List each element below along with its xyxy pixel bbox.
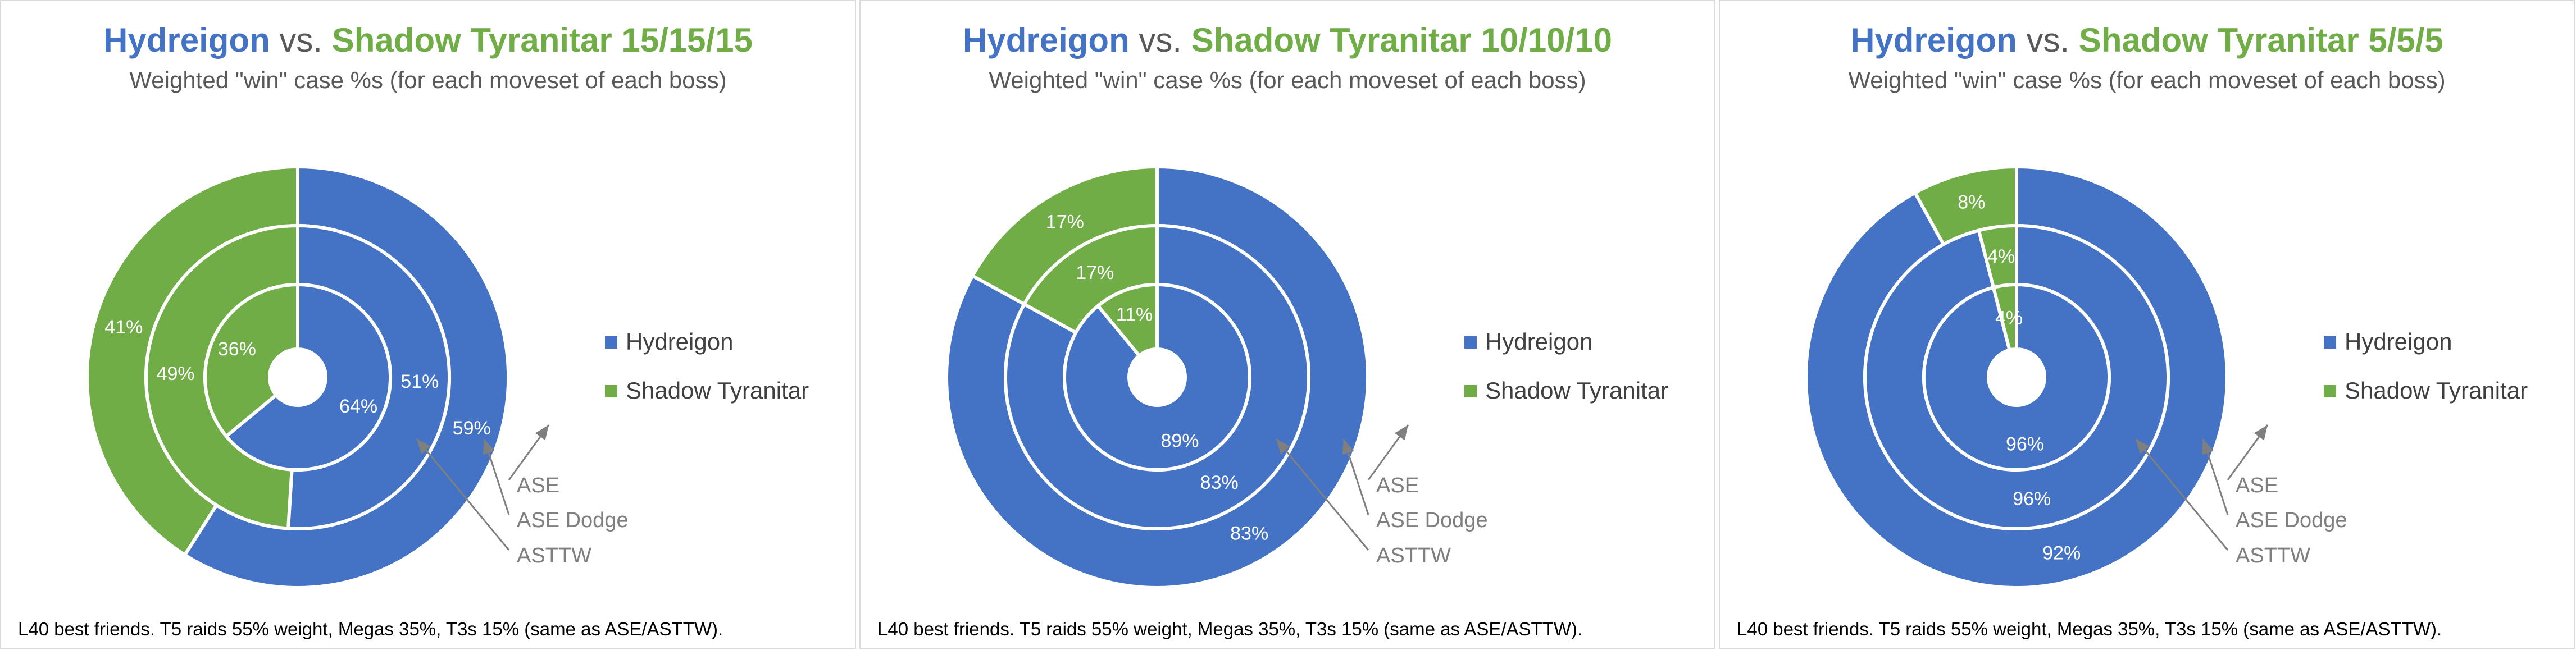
slice-data-label: 59% [453, 418, 491, 439]
annotation-arrow-line [2134, 438, 2229, 551]
chart-panel: Hydreigon vs. Shadow Tyranitar 15/15/15 W… [0, 0, 856, 649]
legend-label-shadow-tyranitar: Shadow Tyranitar [626, 377, 809, 404]
slice-data-label: 83% [1200, 472, 1239, 493]
annotation-arrowhead [1276, 439, 1291, 455]
annotation-arrowhead [2254, 425, 2268, 441]
title-vs: vs. [2017, 21, 2079, 59]
title-vs: vs. [270, 21, 332, 59]
annotation-arrowhead [417, 439, 431, 455]
slice-data-label: 41% [104, 317, 143, 338]
title-tyranitar: Shadow Tyranitar 5/5/5 [2079, 21, 2443, 59]
chart-footnote: L40 best friends. T5 raids 55% weight, M… [1737, 619, 2442, 639]
annotation-arrowhead [1394, 425, 1408, 441]
title-vs: vs. [1130, 21, 1191, 59]
annotation-arrowhead [1342, 439, 1354, 455]
legend-swatch-hydreigon [2324, 336, 2336, 349]
chart-subtitle: Weighted "win" case %s (for each moveset… [1848, 67, 2445, 93]
legend-label-shadow-tyranitar: Shadow Tyranitar [1485, 377, 1668, 404]
annotation-arrowhead [2136, 439, 2150, 455]
slice-data-label: 89% [1160, 430, 1199, 451]
chart-title: Hydreigon vs. Shadow Tyranitar 10/10/10 [963, 21, 1612, 59]
legend-label-hydreigon: Hydreigon [2345, 328, 2452, 355]
legend-swatch-hydreigon [605, 336, 617, 349]
title-hydreigon: Hydreigon [963, 21, 1130, 59]
doughnut-hole [1129, 349, 1185, 405]
annotation-arrowhead [535, 425, 549, 441]
annotation-ase: ASE [2236, 474, 2278, 497]
doughnut-hole [270, 349, 326, 405]
slice-data-label: 11% [1116, 304, 1153, 326]
annotation-arrow-line [1275, 438, 1369, 551]
doughnut-chart: Hydreigon vs. Shadow Tyranitar 15/15/15 W… [18, 21, 809, 639]
title-hydreigon: Hydreigon [103, 21, 270, 59]
annotation-arrowhead [483, 439, 495, 455]
legend-swatch-hydreigon [1464, 336, 1477, 349]
chart-footnote: L40 best friends. T5 raids 55% weight, M… [877, 619, 1582, 639]
annotation-arrowhead [2201, 439, 2214, 455]
legend-swatch-shadow-tyranitar [605, 385, 617, 397]
annotation-ase-dodge: ASE Dodge [2236, 509, 2347, 532]
slice-data-label: 4% [1995, 307, 2023, 328]
chart-subtitle: Weighted "win" case %s (for each moveset… [989, 67, 1586, 93]
slice-data-label: 51% [400, 371, 439, 392]
chart-panel: Hydreigon vs. Shadow Tyranitar 5/5/5 Weig… [1719, 0, 2575, 649]
legend-label-shadow-tyranitar: Shadow Tyranitar [2345, 377, 2528, 404]
chart-title: Hydreigon vs. Shadow Tyranitar 5/5/5 [1850, 21, 2443, 59]
slice-data-label: 17% [1046, 211, 1084, 232]
doughnut-hole [1988, 349, 2045, 405]
slice-data-label: 92% [2042, 542, 2081, 564]
slice-data-label: 4% [1987, 246, 2015, 267]
annotation-ase: ASE [517, 474, 559, 497]
annotation-asttw: ASTTW [1376, 544, 1451, 567]
slice-data-label: 64% [339, 396, 377, 417]
annotation-ase: ASE [1376, 474, 1419, 497]
annotation-arrow-line [416, 438, 510, 551]
annotation-asttw: ASTTW [517, 544, 591, 567]
title-tyranitar: Shadow Tyranitar 10/10/10 [1191, 21, 1612, 59]
legend-swatch-shadow-tyranitar [2324, 385, 2336, 397]
slice-data-label: 36% [218, 338, 256, 360]
chart-subtitle: Weighted "win" case %s (for each moveset… [129, 67, 726, 93]
legend-swatch-shadow-tyranitar [1464, 385, 1477, 397]
annotation-ase-dodge: ASE Dodge [517, 509, 629, 532]
slice-data-label: 49% [157, 363, 195, 384]
slice-data-label: 83% [1230, 523, 1268, 544]
chart-panel: Hydreigon vs. Shadow Tyranitar 10/10/10 W… [859, 0, 1715, 649]
annotation-ase-dodge: ASE Dodge [1376, 509, 1488, 532]
legend-label-hydreigon: Hydreigon [1485, 328, 1592, 355]
annotation-asttw: ASTTW [2236, 544, 2310, 567]
slice-data-label: 96% [2013, 488, 2051, 510]
chart-title: Hydreigon vs. Shadow Tyranitar 15/15/15 [103, 21, 753, 59]
doughnut-chart: Hydreigon vs. Shadow Tyranitar 5/5/5 Weig… [1737, 21, 2528, 639]
slice-data-label: 96% [2006, 434, 2044, 455]
doughnut-chart: Hydreigon vs. Shadow Tyranitar 10/10/10 W… [877, 21, 1668, 639]
title-tyranitar: Shadow Tyranitar 15/15/15 [332, 21, 753, 59]
chart-footnote: L40 best friends. T5 raids 55% weight, M… [18, 619, 723, 639]
legend-label-hydreigon: Hydreigon [626, 328, 733, 355]
title-hydreigon: Hydreigon [1850, 21, 2017, 59]
slice-data-label: 17% [1076, 262, 1114, 283]
slice-data-label: 8% [1958, 192, 1985, 213]
